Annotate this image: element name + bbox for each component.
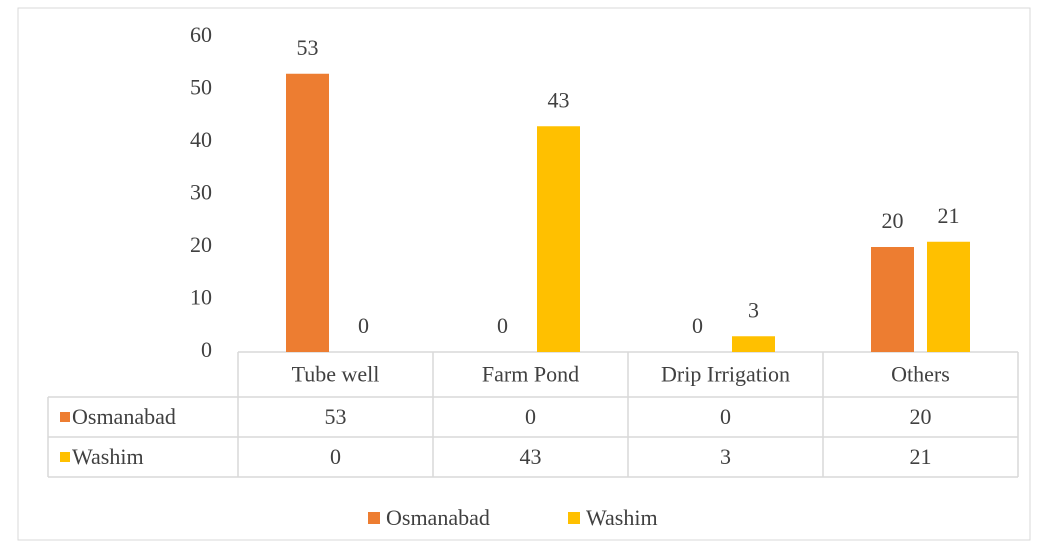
y-tick-label: 50 — [190, 75, 212, 100]
chart-border — [17, 7, 1031, 541]
data-label: 0 — [692, 313, 703, 338]
x-tick-label: Others — [891, 362, 950, 387]
table-row-label: Washim — [72, 444, 144, 469]
table-cell: 20 — [910, 404, 932, 429]
y-tick-label: 20 — [190, 232, 212, 257]
table-row-label: Osmanabad — [72, 404, 176, 429]
table-cell: 0 — [525, 404, 536, 429]
table-cell: 43 — [520, 444, 542, 469]
legend-key — [568, 512, 580, 524]
x-tick-label: Tube well — [292, 362, 380, 387]
data-label: 43 — [548, 87, 570, 112]
data-label: 0 — [497, 313, 508, 338]
y-tick-label: 0 — [201, 337, 212, 362]
x-tick-label: Farm Pond — [482, 362, 579, 387]
table-legend-key — [60, 452, 70, 462]
table-legend-key — [60, 412, 70, 422]
table-cell: 0 — [720, 404, 731, 429]
y-tick-label: 40 — [190, 127, 212, 152]
bar — [732, 336, 775, 352]
legend-label: Washim — [586, 505, 658, 530]
table-cell: 0 — [330, 444, 341, 469]
y-tick-label: 30 — [190, 180, 212, 205]
data-label: 3 — [748, 297, 759, 322]
data-label: 20 — [882, 208, 904, 233]
data-label: 53 — [297, 35, 319, 60]
bar — [286, 73, 329, 352]
y-tick-label: 60 — [190, 22, 212, 47]
data-label: 21 — [938, 203, 960, 228]
legend-label: Osmanabad — [386, 505, 490, 530]
data-label: 0 — [358, 313, 369, 338]
table-cell: 21 — [910, 444, 932, 469]
y-tick-label: 10 — [190, 285, 212, 310]
x-tick-label: Drip Irrigation — [661, 362, 790, 387]
legend-key — [368, 512, 380, 524]
bar — [927, 241, 970, 352]
table-cell: 3 — [720, 444, 731, 469]
table-cell: 53 — [325, 404, 347, 429]
bar — [537, 126, 580, 352]
bar — [871, 247, 914, 352]
